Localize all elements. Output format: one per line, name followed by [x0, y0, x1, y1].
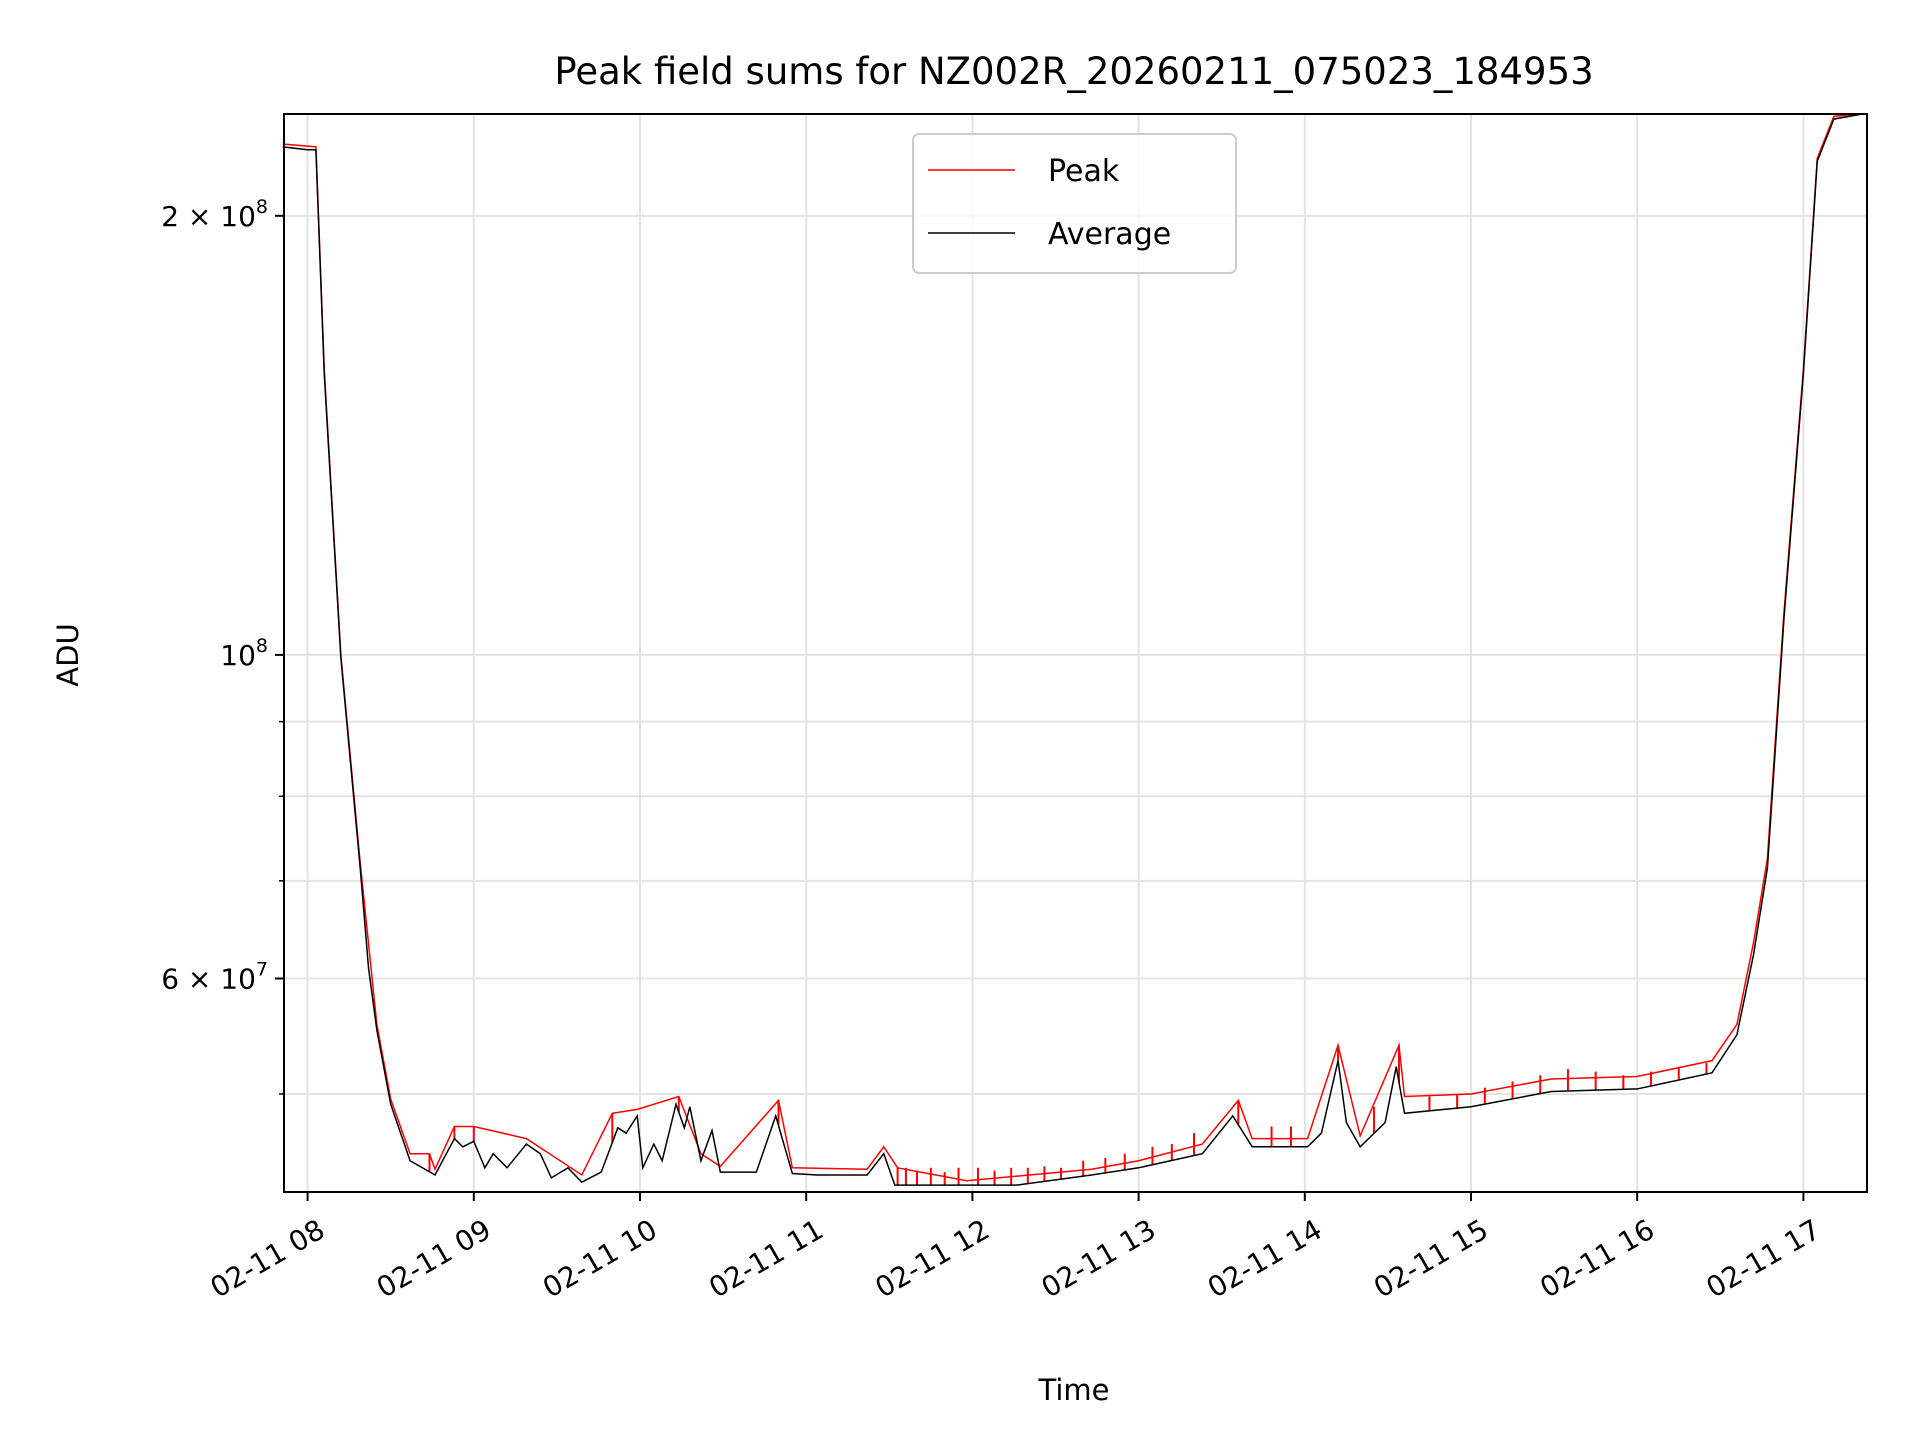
axes-frame	[283, 113, 1868, 1193]
y-tick-mantissa: 2 × 10	[161, 200, 256, 233]
plot-area	[282, 112, 1865, 1186]
average-series-line	[282, 112, 1865, 1186]
y-tick-mantissa: 6 × 10	[161, 962, 256, 995]
y-tick-exponent: 8	[256, 635, 268, 657]
chart-title: Peak field sums for NZ002R_20260211_0750…	[554, 50, 1593, 93]
y-tick-label: 6 × 107	[161, 958, 268, 995]
y-tick-exponent: 7	[256, 958, 268, 980]
y-tick-label: 108	[220, 635, 268, 672]
y-tick-exponent: 8	[256, 196, 268, 218]
legend-peak-label: Peak	[1048, 154, 1120, 189]
x-axis-label: Time	[1038, 1373, 1110, 1407]
legend: Peak Average	[912, 133, 1237, 274]
legend-box	[912, 133, 1237, 274]
y-tick-mantissa: 10	[220, 639, 256, 672]
y-axis-label: ADU	[51, 623, 85, 686]
y-tick-label: 2 × 108	[161, 196, 268, 233]
legend-average-label: Average	[1048, 217, 1171, 252]
